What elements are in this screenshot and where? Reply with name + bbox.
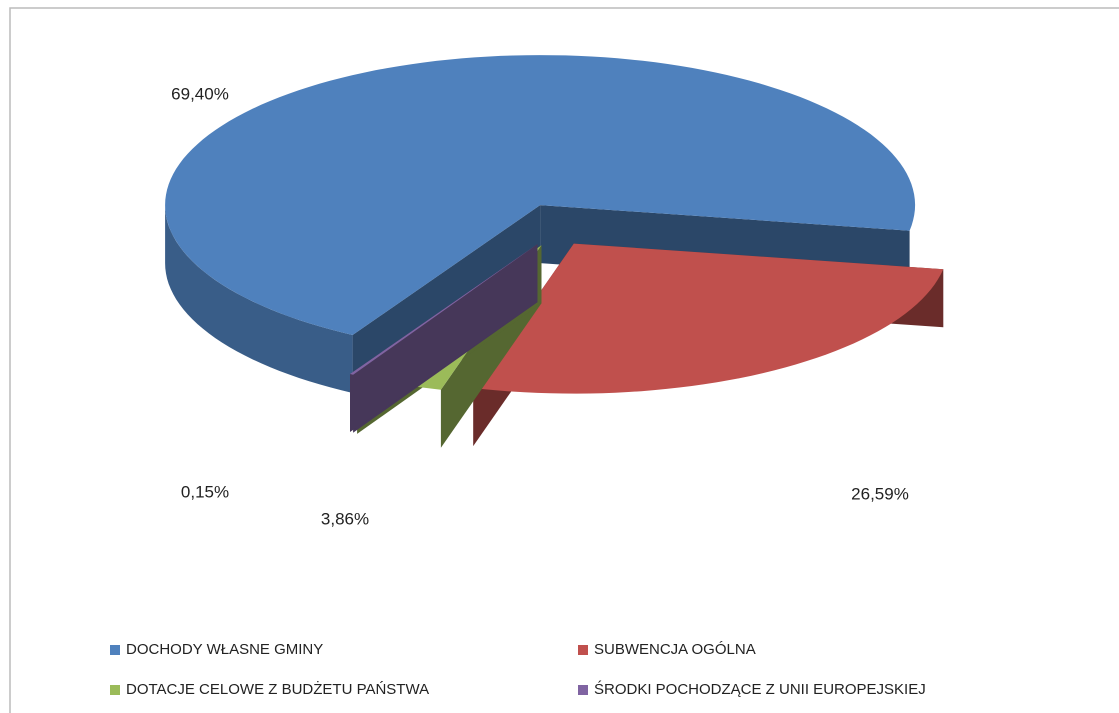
slice (165, 55, 916, 335)
legend-swatch (110, 685, 120, 695)
slice (350, 244, 538, 375)
slice-side (350, 244, 538, 432)
data-label: 3,86% (321, 509, 369, 528)
legend-swatch (578, 685, 588, 695)
data-label: 26,59% (851, 484, 909, 503)
legend-label: DOCHODY WŁASNE GMINY (126, 641, 323, 658)
legend-label: DOTACJE CELOWE Z BUDŻETU PAŃSTWA (126, 680, 429, 698)
data-label: 0,15% (181, 482, 229, 501)
slice-wall (165, 205, 353, 393)
legend-label: ŚRODKI POCHODZĄCE Z UNII EUROPEJSKIEJ (594, 680, 926, 698)
legend-label: SUBWENCJA OGÓLNA (594, 641, 756, 658)
slice (473, 243, 944, 394)
data-label: 69,40% (171, 84, 229, 103)
legend-swatch (578, 645, 588, 655)
legend-swatch (110, 645, 120, 655)
